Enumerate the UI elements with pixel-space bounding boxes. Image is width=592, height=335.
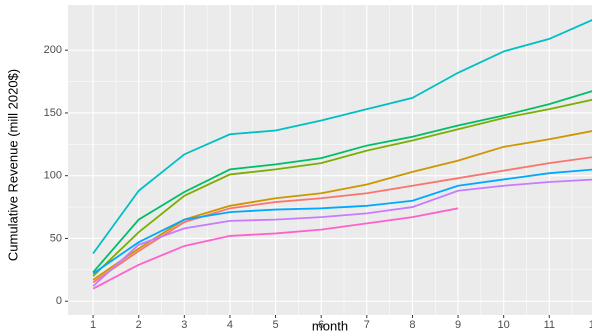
x-tick-label: 12 <box>589 319 592 331</box>
series-line <box>92 178 592 287</box>
x-tick-label: 10 <box>498 319 510 331</box>
y-tick-label: 150 <box>44 107 62 119</box>
series-line <box>92 207 459 290</box>
x-tick-label: 1 <box>90 319 96 331</box>
x-tick-label: 3 <box>181 319 187 331</box>
x-tick-label: 11 <box>544 319 555 331</box>
x-tick-label: 2 <box>136 319 142 331</box>
x-tick-label: 8 <box>409 319 415 331</box>
x-tick-label: 4 <box>227 319 233 331</box>
y-tick-label: 100 <box>44 170 62 182</box>
series-line <box>92 90 592 273</box>
x-tick-label: 9 <box>455 319 461 331</box>
y-axis-title: Cumulative Revenue (mill 2020$) <box>5 69 20 261</box>
x-tick-label: 6 <box>318 319 324 331</box>
x-tick-label: 5 <box>273 319 279 331</box>
series-line <box>92 19 592 255</box>
y-tick-label: 50 <box>50 232 62 244</box>
series-line <box>92 156 592 284</box>
series-line <box>92 168 592 275</box>
y-tick-label: 200 <box>44 44 62 56</box>
series-line <box>92 98 592 277</box>
x-tick-label: 7 <box>364 319 370 331</box>
y-tick-label: 0 <box>56 295 62 307</box>
x-axis-title: month <box>312 318 348 333</box>
series-line <box>92 130 592 281</box>
